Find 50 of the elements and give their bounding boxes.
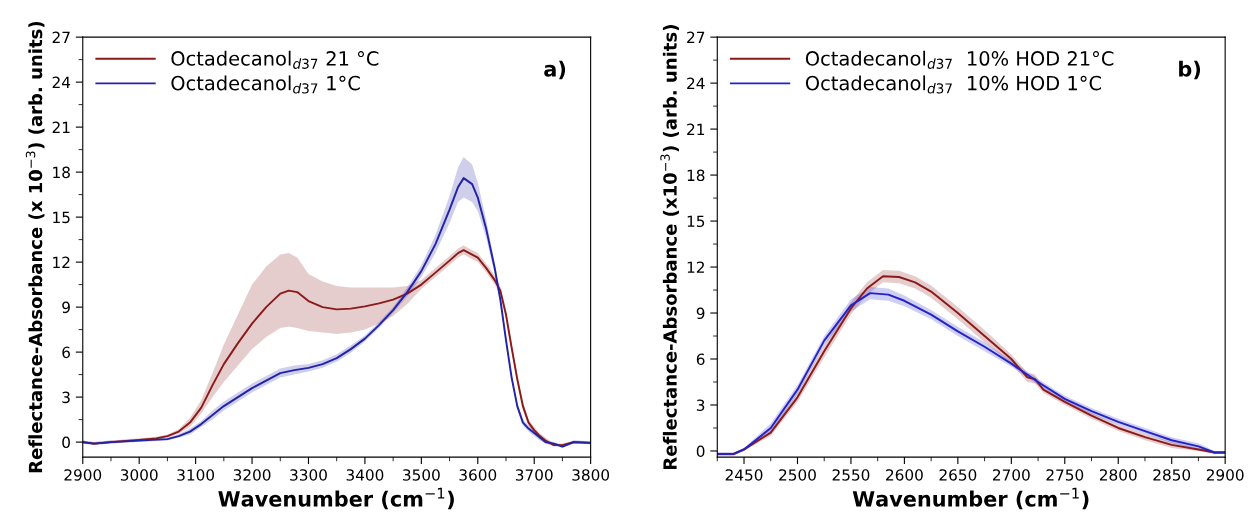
annotation: b) xyxy=(1179,60,1201,80)
y-tick-label: 9 xyxy=(696,307,705,320)
y-axis-title: Reflectance-Absorbance (x10$^{−3}$) (arb. units) xyxy=(660,25,679,470)
x-tick-label: 3700 xyxy=(515,469,553,481)
x-tick-label: 2800 xyxy=(1099,469,1137,481)
y-tick-label: 12 xyxy=(687,261,704,273)
x-axis-title: Wavenumber (cm$^{−1}$) xyxy=(218,487,454,510)
y-tick-label: 27 xyxy=(687,31,705,43)
y-tick-label: 21 xyxy=(52,121,70,133)
x-tick-label: 3000 xyxy=(120,469,158,481)
y-tick-label: 18 xyxy=(687,169,705,182)
legend-label: Octadecanol$_{d37}$ 1°C xyxy=(171,75,360,94)
x-tick-label: 2750 xyxy=(1046,469,1084,481)
y-tick-label: 15 xyxy=(687,215,705,228)
y-tick-label: 24 xyxy=(52,76,71,88)
x-tick-label: 3500 xyxy=(403,469,440,481)
x-tick-label: 2500 xyxy=(779,469,816,481)
y-tick-label: 9 xyxy=(62,301,70,314)
x-tick-label: 2700 xyxy=(993,469,1030,481)
y-tick-label: 0 xyxy=(696,445,705,457)
y-tick-label: 24 xyxy=(687,77,705,89)
y-tick-label: 6 xyxy=(696,353,705,366)
y-tick-label: 12 xyxy=(53,256,70,268)
legend-label: Octadecanol$_{d37}$ 10% HOD 1°C xyxy=(805,75,1101,94)
y-tick-label: 21 xyxy=(687,123,705,135)
y-tick-label: 3 xyxy=(696,399,705,412)
x-tick-label: 3400 xyxy=(346,469,384,481)
x-tick-label: 3600 xyxy=(459,469,497,481)
x-tick-label: 3200 xyxy=(233,469,271,481)
x-tick-label: 3800 xyxy=(572,469,610,481)
legend-label: Octadecanol$_{d37}$ 21 °C xyxy=(171,50,379,69)
legend-label: Octadecanol$_{d37}$ 10% HOD 21°C xyxy=(805,50,1114,69)
y-tick-label: 0 xyxy=(62,436,70,449)
y-tick-label: 15 xyxy=(53,211,70,224)
y-tick-label: 6 xyxy=(62,346,70,359)
x-tick-label: 2550 xyxy=(832,469,870,481)
x-tick-label: 2650 xyxy=(939,469,977,481)
x-tick-label: 3300 xyxy=(290,469,327,481)
x-tick-label: 2900 xyxy=(1206,469,1244,481)
x-tick-label: 2450 xyxy=(725,469,763,481)
y-tick-label: 18 xyxy=(53,166,70,179)
x-tick-label: 2850 xyxy=(1153,469,1191,481)
y-tick-label: 27 xyxy=(52,31,70,43)
y-axis-title: Reflectance-Absorbance (x 10$^{−3}$) (arb. units) xyxy=(25,21,45,473)
x-axis-title: Wavenumber (cm$^{−1}$) xyxy=(852,487,1089,510)
x-tick-label: 2600 xyxy=(886,469,923,481)
y-tick-label: 3 xyxy=(62,391,70,404)
x-tick-label: 2900 xyxy=(64,469,102,481)
annotation: a) xyxy=(544,60,566,80)
x-tick-label: 3100 xyxy=(177,469,215,481)
